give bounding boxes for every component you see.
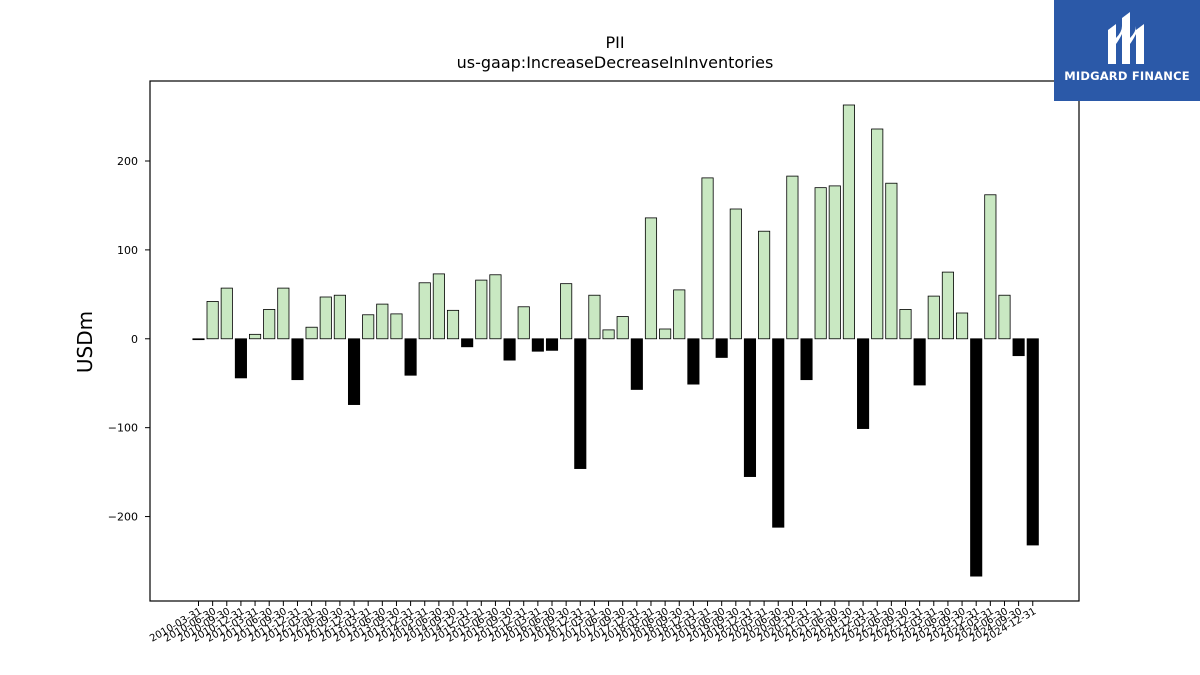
plot-frame — [149, 80, 1080, 602]
bar-2013-06-30 — [376, 303, 389, 340]
bar-2010-03-31 — [192, 338, 205, 341]
bar-2013-09-30 — [390, 313, 403, 340]
bars-group — [192, 104, 1039, 577]
y-tick-label: 0 — [131, 333, 138, 346]
bar-2023-12-31 — [970, 338, 983, 577]
brand-name: MIDGARD FINANCE — [1064, 69, 1190, 83]
y-tick-label: −200 — [108, 511, 138, 524]
bar-2021-03-31 — [814, 187, 827, 340]
bar-2023-03-31 — [927, 295, 940, 340]
bar-2023-06-30 — [941, 271, 954, 340]
bar-2011-09-30 — [277, 287, 290, 340]
bar-2010-09-30 — [220, 287, 233, 340]
bar-2021-12-31 — [857, 338, 870, 429]
bar-2012-09-30 — [333, 294, 346, 340]
bar-2017-03-31 — [588, 294, 601, 340]
bar-2012-06-30 — [319, 296, 332, 340]
bar-2016-12-31 — [574, 338, 587, 469]
bar-2010-06-30 — [206, 301, 219, 340]
bar-2020-03-31 — [758, 230, 771, 340]
chart-subtitle: us-gaap:IncreaseDecreaseInInventories — [457, 53, 774, 72]
bar-2018-03-31 — [644, 217, 658, 340]
y-tick-label: −100 — [108, 422, 138, 435]
x-ticks-group: 2010-03-312010-06-302010-09-302010-12-31… — [148, 601, 1038, 645]
bar-2024-03-31 — [984, 194, 997, 340]
bar-2014-03-31 — [418, 282, 431, 340]
bar-2022-09-30 — [899, 309, 912, 340]
bar-2011-12-31 — [291, 338, 304, 381]
bar-2011-03-31 — [249, 333, 262, 340]
bar-2017-12-31 — [630, 338, 643, 390]
bar-2015-03-31 — [475, 279, 488, 340]
bar-2024-09-30 — [1012, 338, 1025, 357]
bar-2015-12-31 — [517, 306, 530, 340]
bar-2022-12-31 — [913, 338, 926, 386]
bar-2024-12-31 — [1026, 338, 1039, 546]
y-tick-label: 100 — [117, 244, 138, 257]
bar-2020-06-30 — [772, 338, 785, 528]
bar-2018-09-30 — [673, 289, 686, 340]
bar-2014-09-30 — [446, 309, 460, 340]
bar-2013-03-31 — [362, 314, 375, 340]
bar-2021-06-30 — [828, 185, 841, 340]
bar-2022-06-30 — [885, 182, 898, 340]
bar-2017-06-30 — [602, 329, 615, 340]
bar-2011-06-30 — [263, 309, 276, 340]
bar-2015-09-30 — [503, 338, 516, 361]
bar-2020-09-30 — [786, 175, 799, 340]
y-ticks-group: −200 −100 0 100 200 — [108, 155, 150, 524]
y-axis-label: USDm — [73, 311, 97, 373]
bar-2013-12-31 — [404, 338, 417, 376]
bar-2019-12-31 — [743, 338, 757, 477]
bar-2014-06-30 — [432, 273, 445, 340]
bar-2020-12-31 — [800, 338, 813, 381]
bar-2018-12-31 — [687, 338, 700, 385]
chart-title: PII — [605, 33, 624, 52]
bar-2019-06-30 — [715, 338, 728, 358]
y-tick-label: 200 — [117, 155, 138, 168]
bar-2012-03-31 — [305, 326, 318, 340]
bar-2019-09-30 — [729, 208, 742, 340]
bar-2022-03-31 — [871, 128, 884, 340]
bar-2016-09-30 — [560, 283, 573, 340]
bar-2014-12-31 — [461, 338, 474, 348]
bar-2024-06-30 — [998, 294, 1011, 340]
bar-2018-06-30 — [659, 328, 672, 340]
bar-2023-09-30 — [956, 312, 969, 340]
brand-logo: MIDGARD FINANCE — [1054, 0, 1200, 101]
bar-2012-12-31 — [347, 338, 361, 405]
bar-2019-03-31 — [701, 177, 714, 340]
bar-2010-12-31 — [234, 338, 247, 379]
bar-2015-06-30 — [489, 274, 502, 340]
bar-2016-03-31 — [531, 338, 544, 352]
bar-2021-09-30 — [842, 104, 855, 340]
bar-2016-06-30 — [545, 338, 559, 351]
bar-2017-09-30 — [616, 316, 629, 340]
midgard-logo-icon — [1108, 12, 1144, 64]
